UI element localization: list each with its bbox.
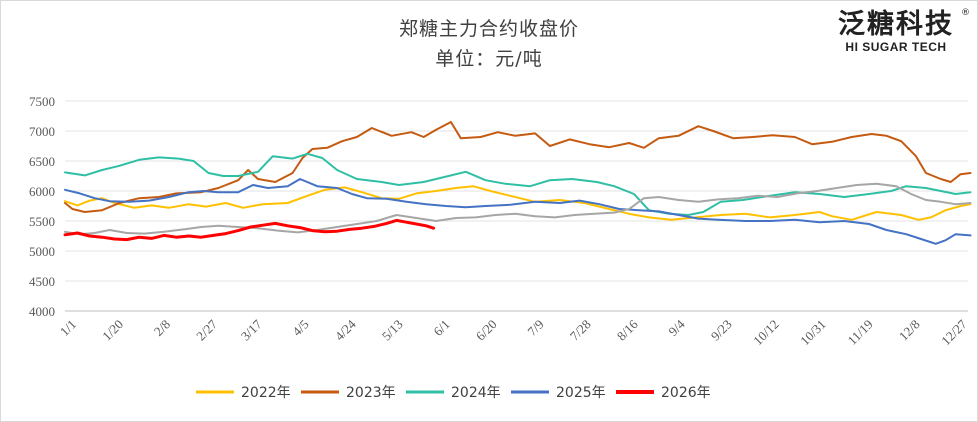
x-tick-label: 10/31 — [797, 317, 829, 349]
legend-label: 2026年 — [661, 385, 711, 401]
x-tick-label: 2/27 — [193, 316, 220, 343]
y-tick-label: 4000 — [29, 304, 55, 319]
series-line-unlabeled-4 — [64, 182, 972, 236]
y-tick-label: 5500 — [29, 214, 55, 229]
brand-logo: 泛糖科技 HI SUGAR TECH ® — [826, 8, 970, 54]
legend-label: 2023年 — [346, 385, 396, 401]
logo-text: 泛糖科技 — [838, 9, 954, 40]
y-tick-label: 6000 — [29, 184, 55, 199]
x-tick-label: 7/9 — [524, 317, 546, 339]
registered-mark: ® — [961, 8, 970, 18]
x-tick-label: 5/13 — [379, 317, 406, 344]
x-tick-label: 12/8 — [896, 317, 923, 344]
legend: 2022年 2023年 2024年 2025年 2026年 — [196, 385, 711, 401]
x-tick-label: 2/8 — [151, 317, 173, 339]
x-tick-label: 4/5 — [289, 317, 311, 339]
legend-label: 2022年 — [241, 385, 291, 401]
legend-label: 2025年 — [556, 385, 606, 401]
series-line-2023年 — [64, 121, 972, 213]
x-tick-label: 9/4 — [665, 316, 688, 339]
x-tick-label: 6/1 — [430, 317, 452, 339]
series-lines — [63, 121, 972, 245]
x-tick-label: 7/28 — [567, 317, 594, 344]
x-axis: 1/1 1/20 2/8 2/27 3/17 4/5 4/24 5/13 6/1 6/20 7/9 7… — [57, 310, 970, 349]
series-line-2026年 — [63, 218, 436, 242]
chart-subtitle: 单位：元/吨 — [435, 48, 543, 70]
chart-title: 郑糖主力合约收盘价 — [398, 18, 579, 40]
y-tick-label: 7000 — [29, 124, 55, 139]
y-tick-label: 7500 — [29, 94, 55, 109]
x-tick-label: 10/12 — [750, 317, 782, 349]
y-tick-label: 4500 — [29, 274, 55, 289]
series-line-2024年 — [64, 152, 972, 216]
x-tick-label: 4/24 — [332, 316, 359, 343]
y-tick-label: 5000 — [29, 244, 55, 259]
x-tick-label: 3/17 — [238, 316, 265, 343]
y-tick-label: 6500 — [29, 154, 55, 169]
x-tick-label: 12/27 — [938, 316, 970, 348]
y-axis: 4000 4500 5000 5500 6000 6500 7000 7500 — [29, 94, 55, 319]
x-tick-label: 8/16 — [614, 316, 641, 343]
series-line-2022年 — [64, 185, 972, 221]
legend-label: 2024年 — [451, 385, 501, 401]
series-line-2025年 — [64, 178, 972, 245]
x-tick-label: 6/20 — [473, 317, 500, 344]
logo-subtext: HI SUGAR TECH — [845, 40, 947, 54]
x-tick-label: 1/20 — [99, 317, 126, 344]
x-tick-label: 9/23 — [708, 317, 735, 344]
x-tick-label: 11/19 — [845, 317, 876, 348]
x-tick-label: 1/1 — [57, 317, 79, 339]
